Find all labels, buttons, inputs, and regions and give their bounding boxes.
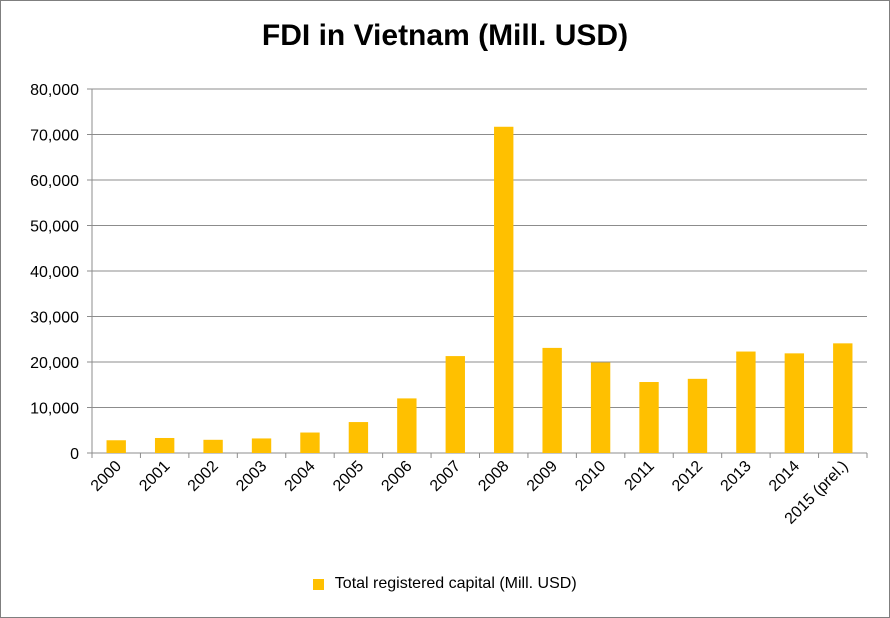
bar-2009	[542, 347, 562, 453]
bar-2005	[348, 422, 369, 453]
bar-2014	[784, 353, 805, 453]
bar-2011	[639, 382, 659, 453]
x-tick-label: 2007	[427, 458, 464, 495]
x-tick-label: 2002	[185, 458, 222, 495]
y-tick-label: 30,000	[30, 310, 79, 327]
y-tick-label: 20,000	[30, 355, 79, 372]
bar-2003	[251, 438, 272, 453]
y-tick-label: 10,000	[30, 401, 79, 418]
x-tick-label: 2010	[572, 458, 609, 495]
y-tick-label: 50,000	[30, 219, 79, 236]
bar-2001	[154, 437, 175, 453]
x-tick-labels: 2000 2001 2002 2003 2004 2005 2006 2007 2008 2009…	[88, 458, 852, 528]
x-tick-label: 2013	[718, 458, 755, 495]
x-tick-label: 2000	[88, 458, 125, 495]
gridlines	[92, 88, 867, 408]
bar-2006	[397, 398, 417, 453]
x-tick-label: 2009	[524, 458, 561, 495]
x-tick-label: 2003	[233, 458, 270, 495]
bars	[106, 126, 853, 453]
x-tick-label: 2001	[136, 458, 173, 495]
bar-2013	[736, 351, 756, 453]
x-tick-label: 2014	[766, 458, 803, 495]
x-tick-label: 2004	[282, 458, 319, 495]
legend-label: Total registered capital (Mill. USD)	[334, 575, 577, 592]
x-tick-label: 2008	[475, 458, 512, 495]
bar-2000	[106, 440, 126, 453]
y-tick-label: 70,000	[30, 128, 79, 145]
y-tick-label: 80,000	[30, 82, 79, 99]
y-tick-label: 60,000	[30, 173, 79, 190]
bar-2002	[203, 439, 223, 453]
bar-2007	[445, 356, 465, 453]
bar-2010	[590, 362, 611, 453]
x-tick-label: 2011	[622, 458, 658, 494]
y-tick-label: 40,000	[30, 264, 79, 281]
legend-swatch	[313, 578, 325, 590]
x-tick-label: 2012	[669, 458, 706, 495]
bar-2008	[494, 126, 514, 453]
chart-title: FDI in Vietnam (Mill. USD)	[261, 19, 629, 52]
x-tick-label: 2005	[330, 458, 367, 495]
x-tick-label: 2006	[378, 458, 415, 495]
y-tick-label: 0	[70, 446, 79, 463]
legend: Total registered capital (Mill. USD)	[1, 575, 889, 593]
bar-2012	[687, 378, 708, 453]
bar-2004	[300, 432, 320, 453]
bar-2015-prel	[833, 343, 853, 453]
y-tick-labels: 0 10,000 20,000 30,000 40,000 50,000 60,000 70,…	[30, 82, 79, 463]
